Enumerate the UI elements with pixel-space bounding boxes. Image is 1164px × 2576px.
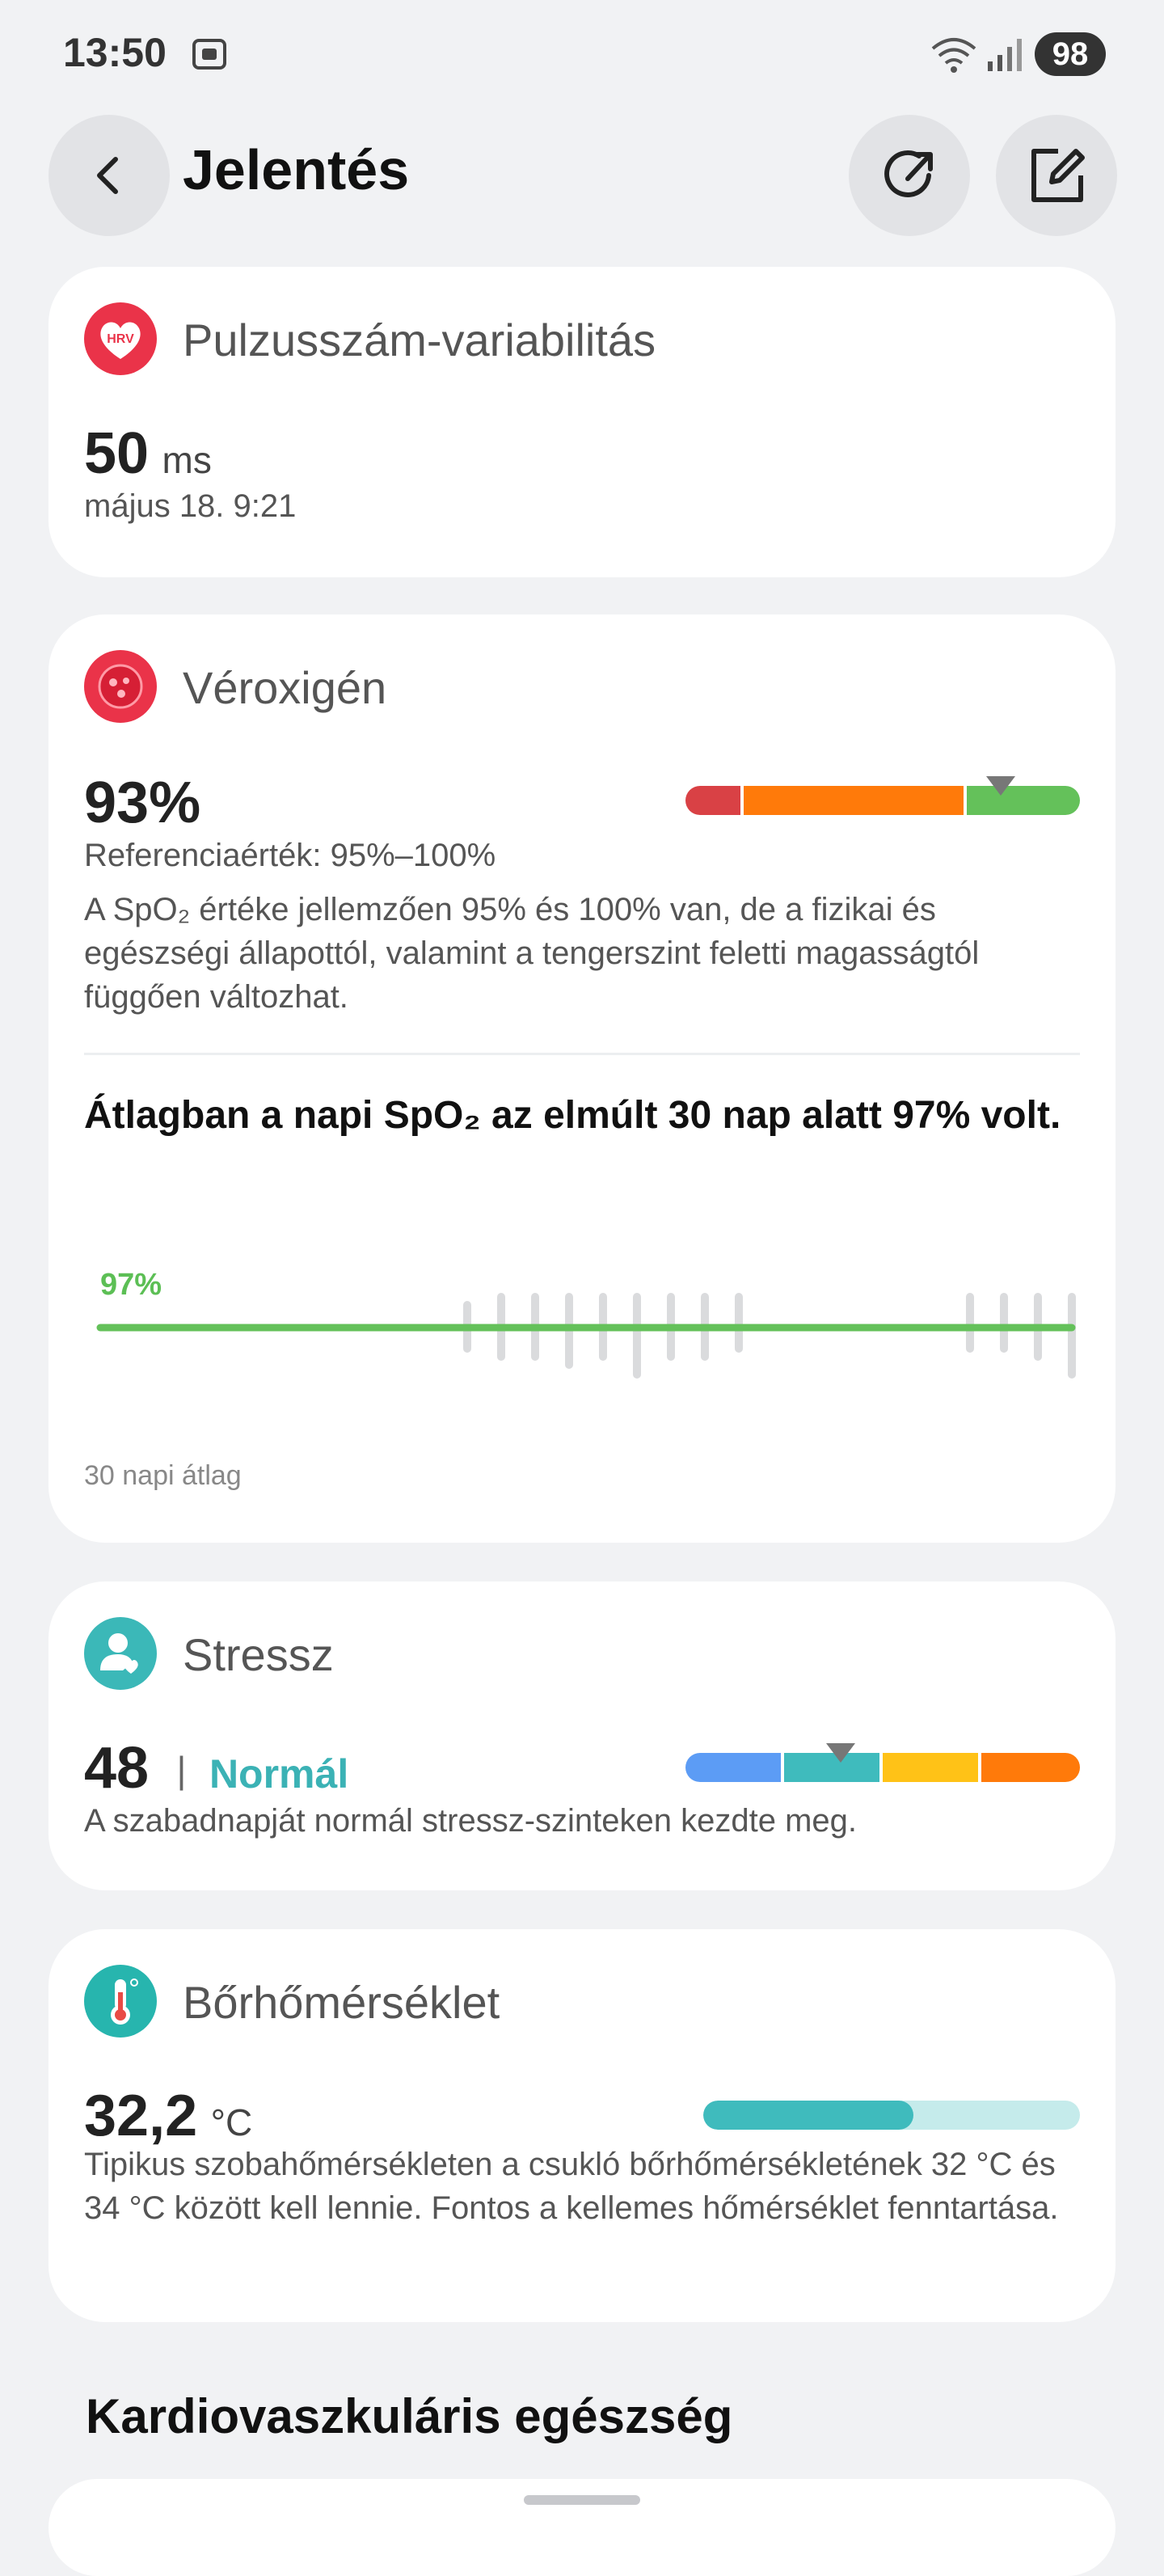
spo2-card[interactable]: Véroxigén 93% Referenciaérték: 95%–100% … — [48, 614, 1116, 1543]
spo2-avg-label: 97% — [100, 1268, 162, 1302]
hrv-heart-icon: HRV — [84, 302, 157, 375]
status-bar: 13:50 98 — [0, 0, 1164, 105]
spo2-30day-chart — [96, 1293, 1076, 1379]
skin-temp-value: 32,2 — [84, 2084, 198, 2148]
stress-level: Normál — [209, 1751, 349, 1797]
skin-temp-unit: °C — [210, 2101, 253, 2143]
page-title: Jelentés — [183, 138, 410, 201]
spo2-marker — [986, 776, 1015, 796]
share-icon — [884, 150, 933, 197]
wifi-icon — [931, 38, 976, 73]
spo2-reference: Referenciaérték: 95%–100% — [84, 838, 496, 873]
cardio-section-title: Kardiovaszkuláris egészség — [86, 2389, 733, 2443]
hrv-icon-label: HRV — [107, 332, 134, 346]
skin-temp-bar-fill — [703, 2101, 913, 2130]
battery-indicator: 98 — [1035, 32, 1106, 76]
hrv-value-row: 50 ms — [84, 420, 212, 487]
stress-card[interactable]: Stressz 48 | Normál A szabadnapját normá… — [48, 1581, 1116, 1890]
chevron-left-icon — [97, 157, 118, 194]
stress-marker — [826, 1743, 855, 1763]
hrv-title: Pulzusszám-variabilitás — [183, 315, 656, 365]
stress-icon — [84, 1617, 157, 1690]
spo2-value: 93% — [84, 771, 201, 835]
spo2-summary: Átlagban a napi SpO₂ az elmúlt 30 nap al… — [84, 1094, 1061, 1137]
spo2-range-bar — [685, 786, 1080, 815]
stress-range-bar — [685, 1753, 1080, 1782]
status-time: 13:50 — [63, 30, 167, 75]
share-button[interactable] — [849, 115, 970, 236]
hrv-value: 50 — [84, 421, 150, 486]
spo2-title: Véroxigén — [183, 662, 387, 713]
edit-button[interactable] — [996, 115, 1117, 236]
stress-description: A szabadnapját normál stressz-szinteken … — [84, 1803, 858, 1839]
hrv-card[interactable]: HRV Pulzusszám-variabilitás 50 ms május … — [48, 267, 1116, 577]
stress-bar-relaxed — [685, 1753, 781, 1782]
signal-icon — [988, 39, 1022, 71]
back-button[interactable] — [48, 115, 170, 236]
hrv-unit: ms — [162, 439, 212, 481]
spo2-bar-high — [967, 786, 1080, 815]
skin-temp-value-row: 32,2 °C — [84, 2083, 252, 2149]
cardio-card[interactable] — [48, 2479, 1116, 2576]
stress-value: 48 — [84, 1736, 150, 1801]
stress-title: Stressz — [183, 1629, 334, 1680]
spo2-description: A SpO₂ értéke jellemzően 95% és 100% van… — [84, 892, 980, 1015]
screenshot-icon — [192, 39, 226, 70]
home-indicator[interactable] — [524, 2495, 640, 2505]
skin-temp-card[interactable]: Bőrhőmérséklet 32,2 °C Tipikus szobahőmé… — [48, 1929, 1116, 2322]
thermometer-icon — [84, 1965, 157, 2038]
stress-separator: | — [176, 1749, 187, 1791]
skin-temp-range-bar — [703, 2101, 1080, 2130]
spo2-divider — [84, 1053, 1080, 1055]
skin-temp-description: Tipikus szobahőmérsékleten a csukló bőrh… — [84, 2147, 1059, 2226]
blood-oxygen-icon — [84, 650, 157, 723]
hrv-timestamp: május 18. 9:21 — [84, 488, 297, 524]
stress-bar-medium — [883, 1753, 978, 1782]
spo2-footer: 30 napi átlag — [84, 1460, 242, 1491]
stress-bar-high — [981, 1753, 1080, 1782]
edit-icon — [1031, 149, 1085, 202]
stress-value-row: 48 | Normál — [84, 1735, 348, 1801]
skin-temp-title: Bőrhőmérséklet — [183, 1977, 500, 2028]
spo2-bar-mid — [744, 786, 964, 815]
spo2-bar-low — [685, 786, 740, 815]
